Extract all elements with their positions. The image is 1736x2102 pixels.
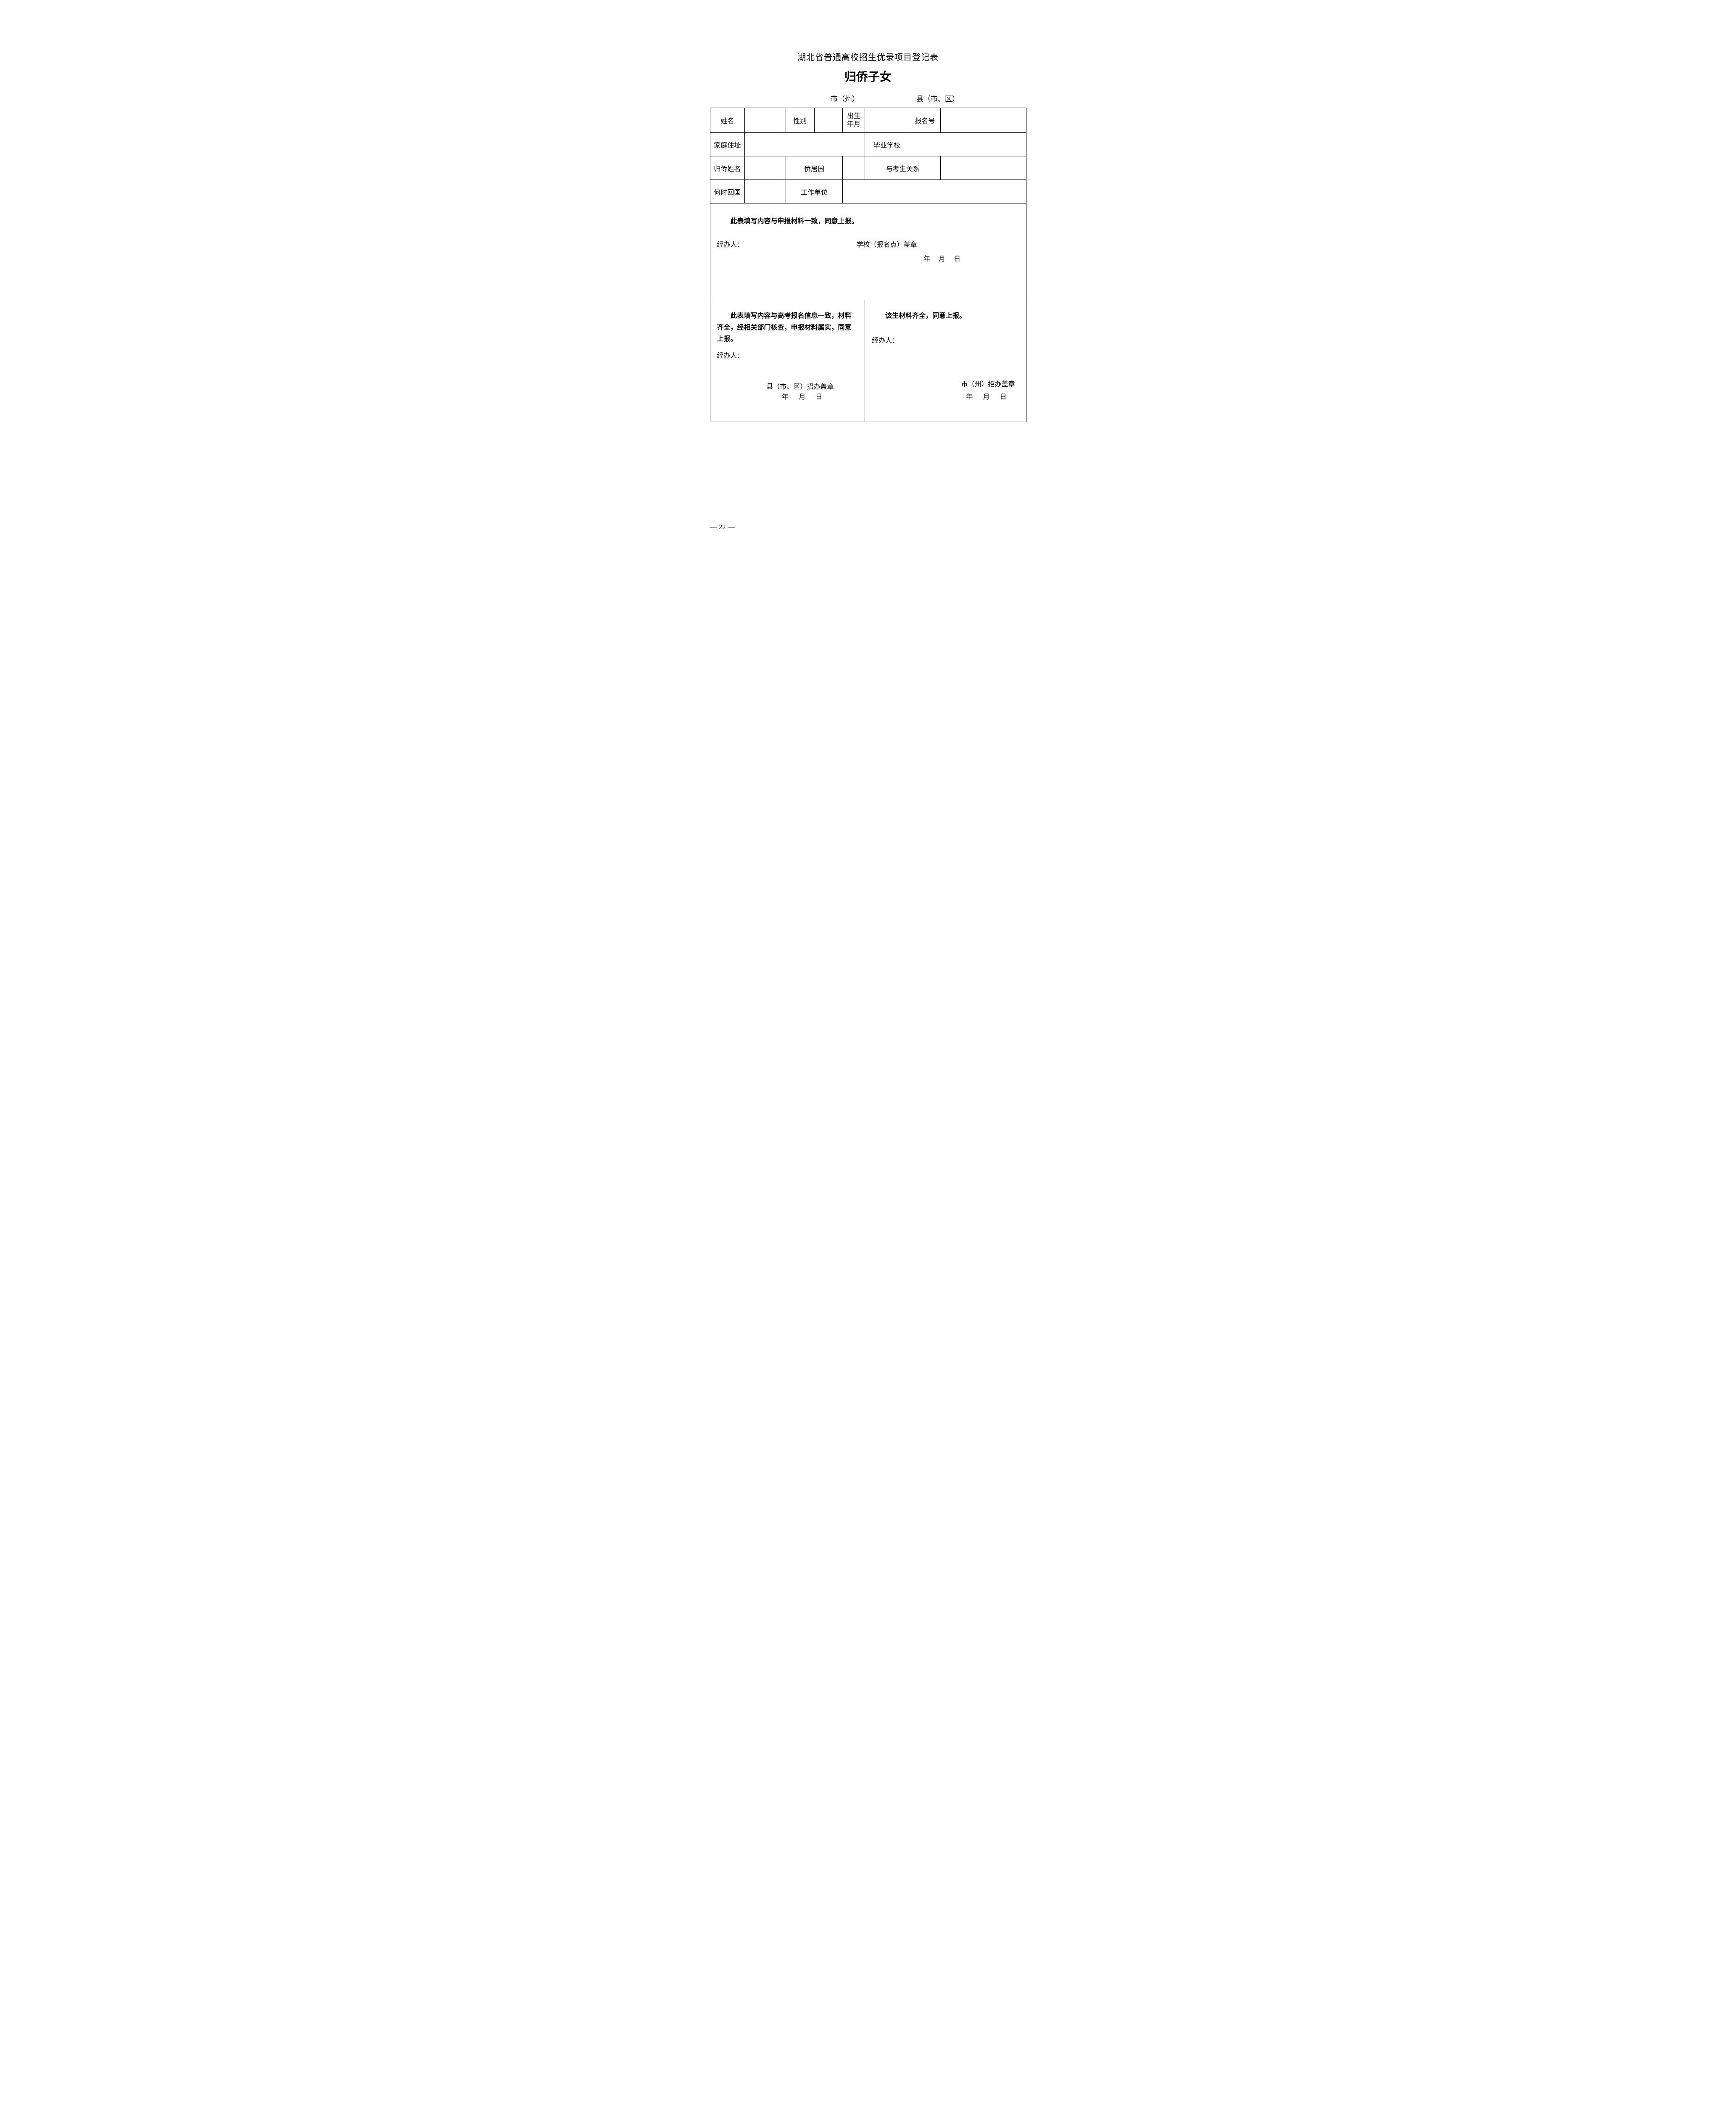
- gender-value: [814, 108, 843, 133]
- bottom-left-stamp: 县（市、区）招办盖章: [742, 381, 858, 391]
- bottom-right-date: 年 月 日: [872, 391, 1019, 401]
- qname-label: 归侨姓名: [710, 156, 745, 180]
- name-value: [745, 108, 786, 133]
- regno-value: [941, 108, 1026, 133]
- country-value: [843, 156, 865, 180]
- gender-label: 性别: [786, 108, 814, 133]
- bottom-row: 此表填写内容与高考报名信息一致，材料齐全，经相关部门核查，申报材料属实，同意上报…: [710, 300, 1026, 422]
- regno-label: 报名号: [909, 108, 941, 133]
- form-table: 姓名 性别 出生年月 报名号 家庭住址 毕业学校 归侨姓名 侨居国 与考生关系 …: [710, 108, 1026, 422]
- county-blank: [863, 93, 913, 103]
- table-row: 归侨姓名 侨居国 与考生关系: [710, 156, 1026, 180]
- work-value: [843, 180, 1026, 203]
- birth-value: [865, 108, 909, 133]
- approval-row: 此表填写内容与申报材料一致，同意上报。 经办人： 学校（报名点）盖章 年 月 日: [710, 203, 1026, 300]
- work-label: 工作单位: [786, 180, 842, 203]
- page-container: 湖北省普通高校招生优录项目登记表 归侨子女 市（州） 县（市、区） 姓名 性别 …: [710, 50, 1026, 531]
- approval-cell: 此表填写内容与申报材料一致，同意上报。 经办人： 学校（报名点）盖章 年 月 日: [710, 203, 1026, 300]
- table-row: 何时回国 工作单位: [710, 180, 1026, 203]
- approval-text: 此表填写内容与申报材料一致，同意上报。: [717, 216, 1019, 227]
- page-number: — 22 —: [710, 523, 1026, 531]
- city-label: 市（州）: [831, 93, 859, 103]
- return-label: 何时回国: [710, 180, 745, 203]
- address-value: [745, 133, 865, 156]
- approval-date: 年 月 日: [868, 253, 1019, 263]
- table-row: 家庭住址 毕业学校: [710, 133, 1026, 156]
- school-label: 毕业学校: [865, 133, 909, 156]
- bottom-left-cell: 此表填写内容与高考报名信息一致，材料齐全，经相关部门核查，申报材料属实，同意上报…: [710, 300, 865, 422]
- city-blank: [777, 93, 827, 103]
- qname-value: [745, 156, 786, 180]
- bottom-left-handler: 经办人：: [717, 350, 858, 360]
- bottom-right-text: 该生材料齐全，同意上报。: [872, 310, 1019, 322]
- document-subtitle: 归侨子女: [710, 68, 1026, 85]
- approval-handler: 经办人： 学校（报名点）盖章: [717, 239, 1019, 249]
- county-label: 县（市、区）: [916, 93, 959, 103]
- school-value: [909, 133, 1026, 156]
- name-label: 姓名: [710, 108, 745, 133]
- approval-stamp-label: 学校（报名点）盖章: [857, 241, 917, 248]
- region-line: 市（州） 县（市、区）: [710, 93, 1026, 103]
- bottom-left-text: 此表填写内容与高考报名信息一致，材料齐全，经相关部门核查，申报材料属实，同意上报…: [717, 310, 858, 345]
- bottom-right-handler: 经办人：: [872, 335, 1019, 345]
- table-row: 姓名 性别 出生年月 报名号: [710, 108, 1026, 133]
- relation-value: [941, 156, 1026, 180]
- relation-label: 与考生关系: [865, 156, 940, 180]
- bottom-right-cell: 该生材料齐全，同意上报。 经办人： 市（州）招办盖章 年 月 日: [865, 300, 1026, 422]
- document-title: 湖北省普通高校招生优录项目登记表: [710, 50, 1026, 63]
- return-value: [745, 180, 786, 203]
- bottom-right-stamp: 市（州）招办盖章: [872, 378, 1019, 388]
- birth-label: 出生年月: [843, 108, 865, 133]
- bottom-left-date: 年 月 日: [751, 391, 858, 401]
- address-label: 家庭住址: [710, 133, 745, 156]
- country-label: 侨居国: [786, 156, 842, 180]
- approval-handler-label: 经办人：: [717, 241, 744, 248]
